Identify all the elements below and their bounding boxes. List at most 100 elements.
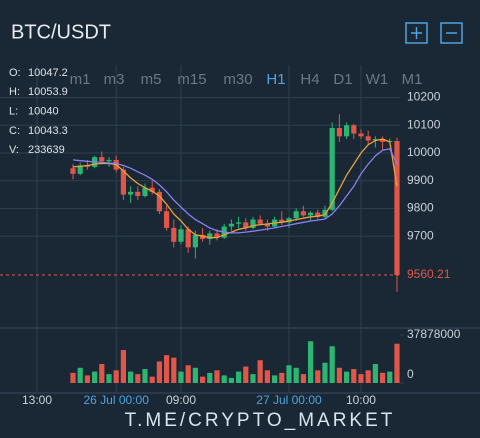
last-price-label: 9560.21 [407, 267, 451, 281]
candle-body [185, 229, 191, 248]
volume-bar [322, 362, 328, 383]
info-value: 10053.9 [28, 86, 68, 98]
volume-bar [163, 355, 170, 383]
info-value: 10043.3 [28, 125, 68, 137]
overlay: m1 m3 m5 m15 m30 H1 H4 D1 W1 M1 O: 10047.2 H: 10053.9… [9, 67, 422, 431]
candle-body [372, 139, 378, 141]
timeframe-tab[interactable]: m15 [177, 71, 206, 88]
volume-bar [300, 374, 306, 383]
info-label: V: [9, 144, 19, 156]
candle-body [120, 169, 126, 195]
info-label: H: [9, 86, 20, 98]
volume-bar [228, 377, 234, 383]
volume-bar [199, 376, 206, 383]
volume-bar [264, 370, 270, 383]
candle-body [358, 133, 364, 137]
y-tick-label: 9800 [407, 201, 434, 215]
candle-body [257, 219, 263, 224]
timeframe-tab[interactable]: m30 [223, 71, 252, 88]
volume-bar [185, 365, 191, 383]
candle-body [264, 223, 270, 227]
volume-bar [221, 375, 227, 383]
info-value: 10047.2 [28, 67, 68, 79]
volume-bar [351, 369, 357, 383]
y-tick-label: 10200 [407, 90, 441, 104]
info-value: 10040 [28, 106, 59, 118]
timeframe-tab[interactable]: M1 [402, 71, 423, 88]
y-tick-label: 9900 [407, 173, 434, 187]
volume-bar [84, 375, 91, 383]
candle-body [84, 165, 91, 167]
candle-body [127, 191, 134, 195]
volume-bar [315, 370, 321, 383]
candle-body [171, 227, 177, 242]
volume-bar [387, 371, 393, 383]
candle-body [149, 187, 155, 192]
candle-body [99, 157, 105, 162]
volume-bar [365, 370, 371, 383]
candle-body [163, 211, 170, 228]
candle-body [106, 159, 112, 162]
candle-body [365, 136, 371, 141]
timeframe-tab[interactable]: H4 [300, 71, 319, 88]
volume-tick-label: 0 [407, 367, 414, 381]
volume-bar [127, 371, 134, 383]
timeframe-tab[interactable]: m3 [104, 71, 125, 88]
candle-body [293, 211, 299, 219]
candle-body [156, 191, 162, 212]
plot: 9700 9800 9900 10000 10100 10200 37878000 0 13:0… [0, 65, 480, 407]
candle-body [315, 212, 321, 217]
volume-bar [156, 361, 162, 383]
candle-body [77, 165, 83, 174]
candle-body [178, 229, 184, 242]
zoom-out-button[interactable] [440, 22, 463, 44]
candle-body [243, 222, 249, 228]
candle-body [250, 219, 256, 228]
pair-title: BTC/USDT [11, 21, 111, 43]
volume-bar [106, 374, 112, 383]
volume-bar [70, 372, 76, 383]
volume-bar [149, 376, 155, 383]
timeframe-tab[interactable]: H1 [266, 71, 285, 88]
volume-bar [394, 343, 400, 383]
candle-body [286, 218, 292, 223]
timeframe-tab[interactable]: W1 [366, 71, 389, 88]
candle-body [379, 139, 386, 142]
timeframe-tab[interactable]: D1 [333, 71, 352, 88]
candle-body [214, 233, 220, 238]
volume-bar [372, 363, 378, 383]
moving-average [72, 148, 398, 234]
candle-body [307, 212, 314, 216]
y-tick-label: 10000 [407, 145, 441, 159]
info-label: L: [9, 106, 18, 118]
volume-bar [99, 363, 105, 383]
volume-bar [329, 346, 335, 383]
x-tick-label: 27 Jul 00:00 [256, 393, 322, 407]
candle-body [322, 209, 328, 217]
moving-average [72, 138, 398, 239]
timeframe-tab[interactable]: m1 [70, 71, 91, 88]
zoom-in-button[interactable] [405, 22, 428, 44]
timeframe-tab[interactable]: m5 [141, 71, 162, 88]
y-tick-label: 9700 [407, 228, 434, 242]
volume-bar [358, 374, 364, 383]
volume-tick-label: 37878000 [407, 327, 461, 341]
candle-body [135, 191, 141, 196]
candle-body [142, 187, 148, 196]
candle-body [279, 219, 285, 223]
x-tick-label: 09:00 [166, 393, 196, 407]
candle-body [300, 211, 306, 216]
volume-bar [171, 357, 177, 383]
volume-bar [343, 371, 350, 383]
x-tick-label: 10:00 [346, 393, 376, 407]
candle-body [351, 125, 357, 134]
volume-bar [77, 367, 83, 383]
volume-bar [235, 371, 242, 383]
volume-bar [336, 367, 342, 383]
volume-bar [379, 372, 386, 383]
volume-bar [250, 374, 256, 383]
volume-bar [279, 372, 285, 383]
candle-body [192, 234, 198, 248]
